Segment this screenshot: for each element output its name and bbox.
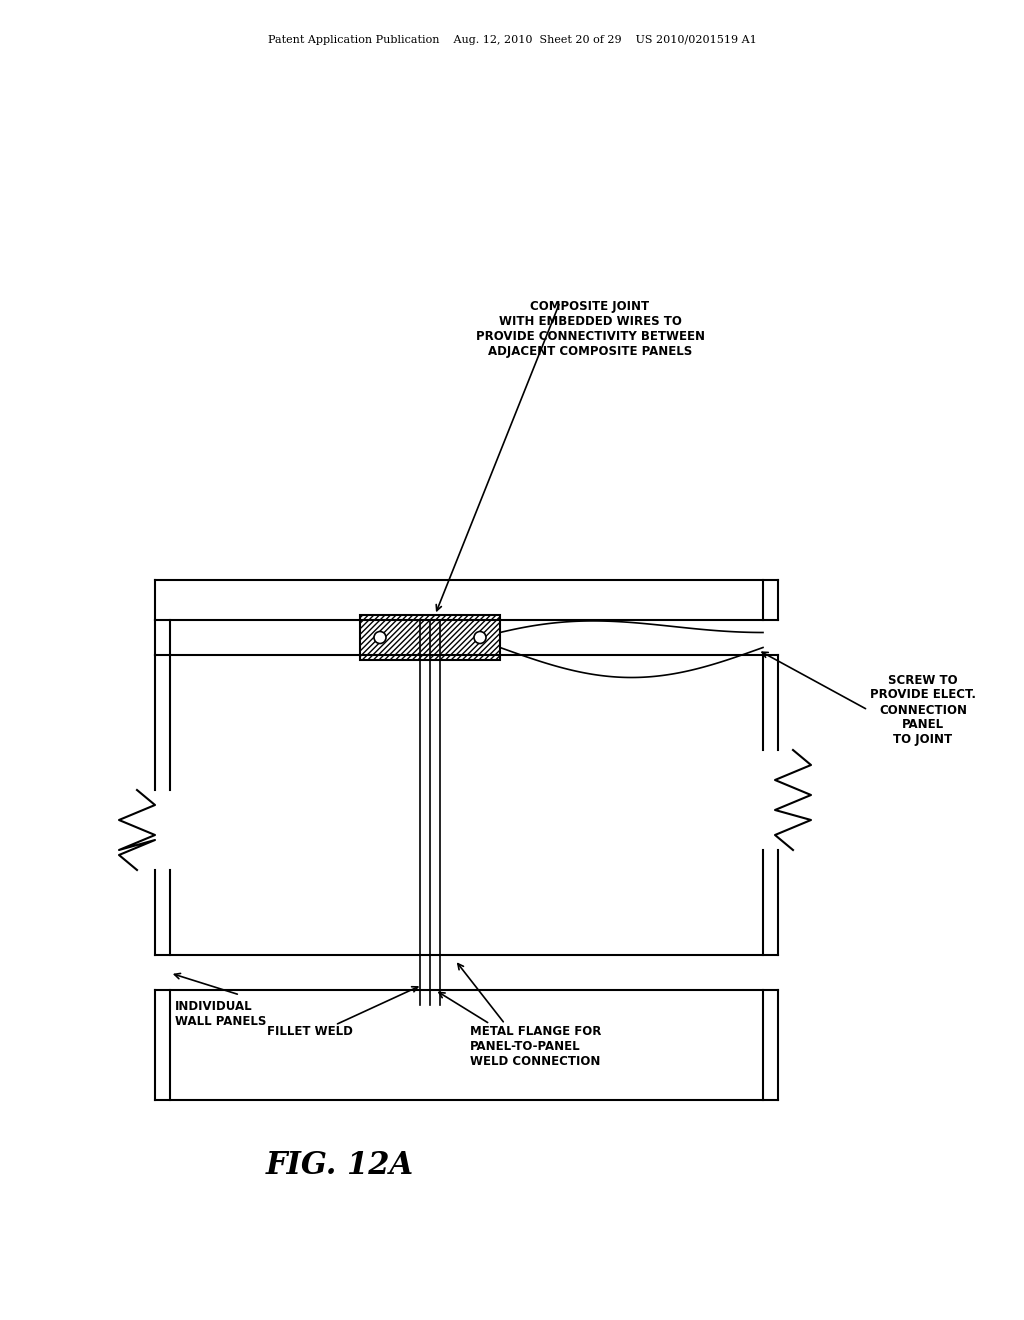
Text: SCREW TO
PROVIDE ELECT.
CONNECTION
PANEL
TO JOINT: SCREW TO PROVIDE ELECT. CONNECTION PANEL… xyxy=(870,673,976,747)
Text: COMPOSITE JOINT
WITH EMBEDDED WIRES TO
PROVIDE CONNECTIVITY BETWEEN
ADJACENT COM: COMPOSITE JOINT WITH EMBEDDED WIRES TO P… xyxy=(475,300,705,358)
Bar xyxy=(360,615,500,660)
Circle shape xyxy=(474,631,486,644)
Text: FIG. 12A: FIG. 12A xyxy=(266,1150,414,1180)
Text: METAL FLANGE FOR
PANEL-TO-PANEL
WELD CONNECTION: METAL FLANGE FOR PANEL-TO-PANEL WELD CON… xyxy=(470,1026,601,1068)
Text: Patent Application Publication    Aug. 12, 2010  Sheet 20 of 29    US 2010/02015: Patent Application Publication Aug. 12, … xyxy=(267,36,757,45)
Text: INDIVIDUAL
WALL PANELS: INDIVIDUAL WALL PANELS xyxy=(175,1001,266,1028)
Text: FILLET WELD: FILLET WELD xyxy=(267,1026,353,1038)
Circle shape xyxy=(374,631,386,644)
